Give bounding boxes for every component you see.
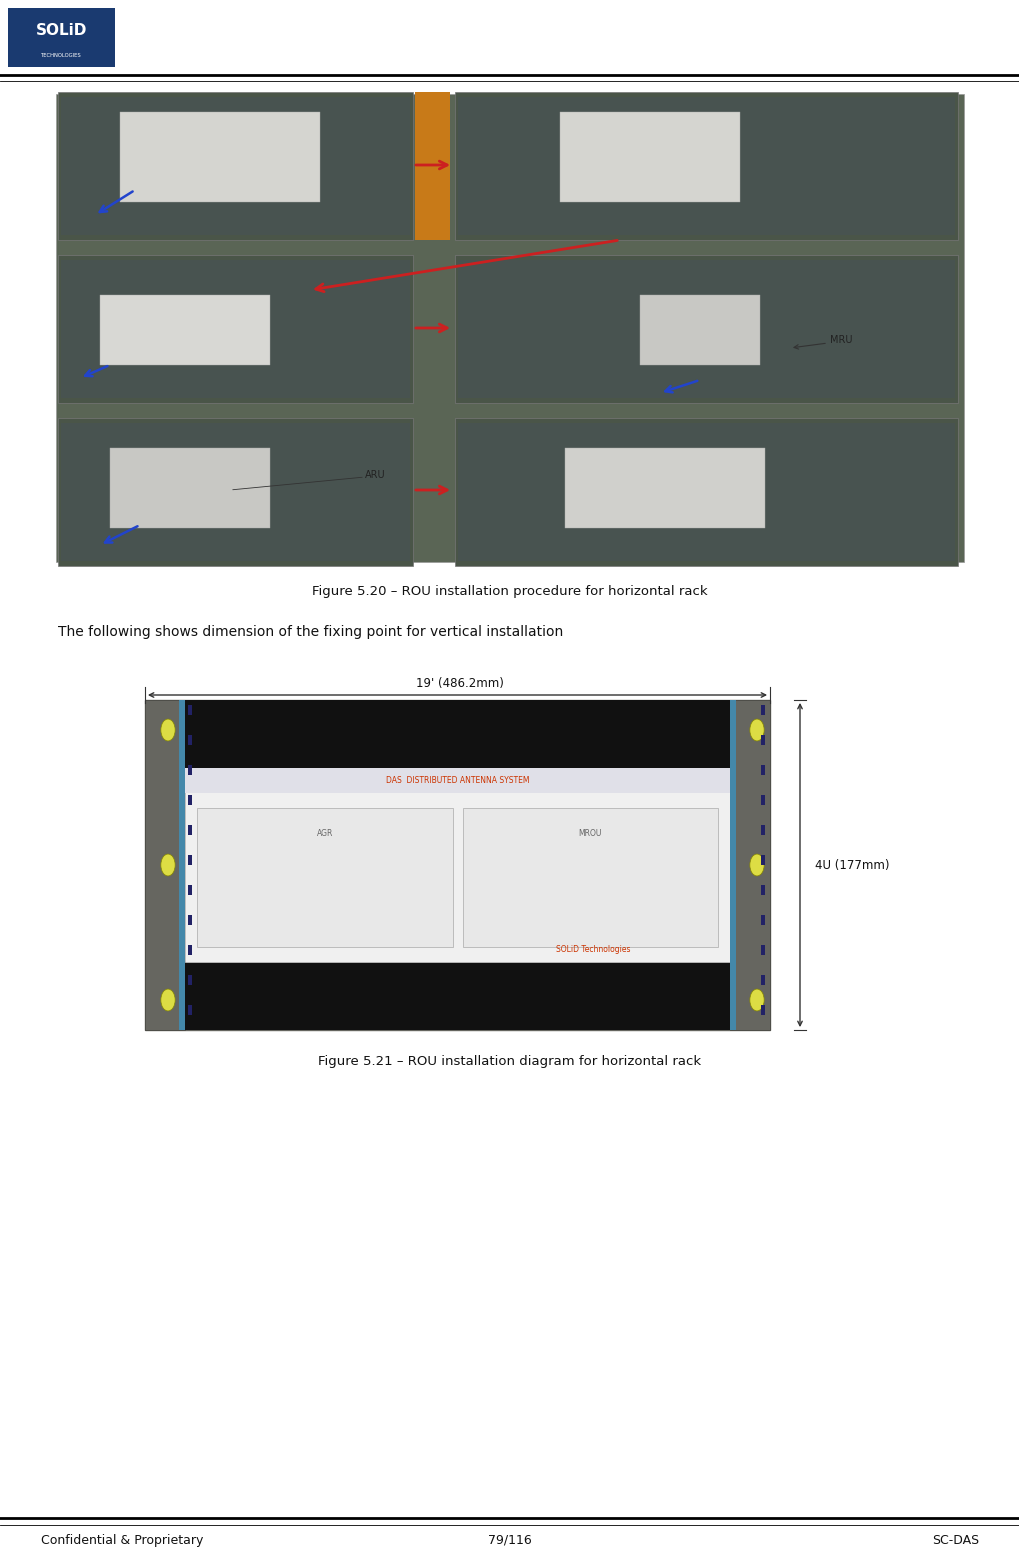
Bar xyxy=(110,448,270,528)
Bar xyxy=(730,700,736,1029)
Text: SOLiD Technologies: SOLiD Technologies xyxy=(556,945,631,954)
Circle shape xyxy=(749,719,763,740)
Text: 4U (177mm): 4U (177mm) xyxy=(814,859,889,872)
Text: AGR: AGR xyxy=(316,828,332,837)
Bar xyxy=(760,886,764,895)
Bar xyxy=(187,765,192,775)
Text: SC-DAS: SC-DAS xyxy=(931,1534,978,1546)
Text: MRU: MRU xyxy=(829,334,852,345)
Bar xyxy=(184,700,730,769)
Bar xyxy=(187,825,192,836)
Bar xyxy=(415,92,449,241)
Bar xyxy=(760,765,764,775)
Bar xyxy=(187,915,192,925)
Bar xyxy=(462,808,717,947)
Bar xyxy=(187,854,192,865)
Circle shape xyxy=(161,989,175,1011)
Circle shape xyxy=(161,854,175,876)
Bar xyxy=(187,795,192,804)
Bar xyxy=(760,854,764,865)
Bar xyxy=(760,736,764,745)
Bar xyxy=(760,1004,764,1015)
Text: DAS  DISTRIBUTED ANTENNA SYSTEM: DAS DISTRIBUTED ANTENNA SYSTEM xyxy=(385,776,529,786)
Bar xyxy=(187,704,192,715)
Bar xyxy=(187,945,192,954)
Bar xyxy=(760,704,764,715)
Bar xyxy=(61,97,410,236)
Text: 19' (486.2mm): 19' (486.2mm) xyxy=(416,676,503,689)
Bar xyxy=(100,295,270,366)
Bar xyxy=(61,259,410,398)
Bar xyxy=(184,962,730,1029)
Bar xyxy=(184,769,730,962)
Bar xyxy=(187,1004,192,1015)
Bar xyxy=(145,700,184,1029)
Text: MROU: MROU xyxy=(578,828,601,837)
Bar xyxy=(187,975,192,986)
Text: SOLiD: SOLiD xyxy=(36,23,88,37)
Bar xyxy=(454,255,957,403)
Bar xyxy=(565,448,764,528)
Bar xyxy=(458,97,954,236)
Bar xyxy=(760,945,764,954)
Bar xyxy=(120,112,320,201)
Bar xyxy=(458,259,954,398)
Bar xyxy=(760,825,764,836)
Text: 79/116: 79/116 xyxy=(488,1534,531,1546)
Text: The following shows dimension of the fixing point for vertical installation: The following shows dimension of the fix… xyxy=(58,625,562,639)
Bar xyxy=(187,886,192,895)
Bar xyxy=(454,419,957,565)
Text: TECHNOLOGIES: TECHNOLOGIES xyxy=(42,53,82,58)
Bar xyxy=(760,915,764,925)
Bar xyxy=(184,769,730,793)
Bar xyxy=(56,94,963,562)
Bar xyxy=(178,700,184,1029)
Text: ARU: ARU xyxy=(365,470,385,480)
Text: Figure 5.20 – ROU installation procedure for horizontal rack: Figure 5.20 – ROU installation procedure… xyxy=(312,586,707,598)
Bar xyxy=(760,795,764,804)
Bar xyxy=(730,700,769,1029)
Bar xyxy=(58,419,413,565)
Bar xyxy=(458,423,954,561)
Circle shape xyxy=(749,854,763,876)
Circle shape xyxy=(161,719,175,740)
Bar xyxy=(145,700,769,1029)
Bar xyxy=(187,736,192,745)
Bar xyxy=(197,808,452,947)
Bar xyxy=(760,975,764,986)
Bar xyxy=(8,8,115,67)
Bar xyxy=(639,295,759,366)
Bar xyxy=(559,112,739,201)
Text: Confidential & Proprietary: Confidential & Proprietary xyxy=(41,1534,203,1546)
Bar xyxy=(58,92,413,241)
Bar xyxy=(61,423,410,561)
Bar xyxy=(58,255,413,403)
Bar xyxy=(454,92,957,241)
Text: Figure 5.21 – ROU installation diagram for horizontal rack: Figure 5.21 – ROU installation diagram f… xyxy=(318,1056,701,1068)
Circle shape xyxy=(749,989,763,1011)
